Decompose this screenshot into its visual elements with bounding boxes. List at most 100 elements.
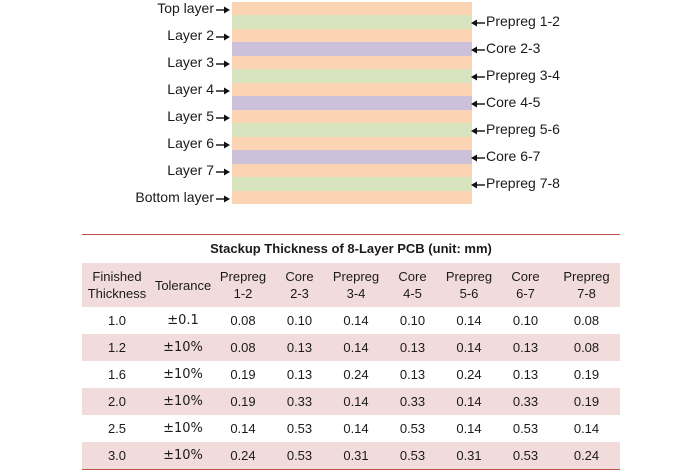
column-header-line: Prepreg	[563, 269, 610, 284]
dielectric-label: Prepreg 5-6	[486, 121, 560, 137]
arrow-left-icon	[471, 16, 485, 28]
table-cell: 0.10	[512, 313, 539, 328]
table-cell: 2.0	[107, 394, 127, 409]
arrow-right-icon	[216, 84, 230, 96]
table-cell: 0.53	[286, 448, 313, 463]
table-cell: 0.31	[456, 448, 482, 463]
table-cell: 0.19	[573, 394, 600, 409]
table-cell: 0.08	[230, 313, 256, 328]
column-header-line: 4-5	[403, 286, 422, 301]
table-cell: 0.14	[456, 340, 482, 355]
table-cell: 0.10	[399, 313, 426, 328]
column-header: Prepreg 3-4	[327, 263, 385, 307]
table-row: 1.6 ±10% 0.19 0.13 0.24 0.13 0.24 0.13 0.19	[82, 361, 620, 388]
table-cell: 0.24	[573, 448, 600, 463]
layer-label: Layer 7	[167, 161, 214, 178]
table-cell: 0.53	[399, 448, 426, 463]
column-header-line: 3-4	[346, 286, 366, 301]
table-cell: 0.13	[399, 367, 426, 382]
copper-layer-band	[232, 191, 472, 204]
stackup-diagram: Top layer Layer 2 Layer 3 Layer 4 Layer 5 Lay…	[0, 0, 700, 222]
table-top-rule	[82, 234, 620, 235]
table-cell: 0.08	[573, 313, 600, 328]
table-body: 1.0 ±0.1 0.08 0.10 0.14 0.10 0.14 0.10 0.08 1.2 ±1…	[82, 307, 620, 469]
column-header-line: Prepreg	[332, 269, 380, 284]
arrow-right-icon	[216, 57, 230, 69]
column-header-line: Core	[285, 269, 314, 284]
prepreg-band	[232, 69, 472, 83]
table-cell: 0.19	[230, 367, 256, 382]
prepreg-band	[232, 15, 472, 29]
column-header-line: Core	[511, 269, 540, 284]
stackup-thickness-table: Finished Thickness Tolerance Prepreg 1-2 Core…	[82, 263, 620, 469]
table-cell: ±10%	[163, 367, 203, 382]
table-row: 1.2 ±10% 0.08 0.13 0.14 0.13 0.14 0.13 0.08	[82, 334, 620, 361]
table-cell: 0.33	[512, 394, 539, 409]
table-row: 3.0 ±10% 0.24 0.53 0.31 0.53 0.31 0.53 0.24	[82, 442, 620, 469]
table-cell: 0.14	[343, 394, 369, 409]
layer-label: Layer 2	[167, 26, 214, 43]
column-header: Prepreg 7-8	[553, 263, 620, 307]
arrow-right-icon	[216, 165, 230, 177]
layer-label: Bottom layer	[135, 188, 214, 205]
table-cell: 0.19	[230, 394, 256, 409]
table-cell: 0.14	[343, 313, 369, 328]
table-cell: 0.13	[286, 340, 313, 355]
arrow-right-icon	[216, 111, 230, 123]
column-header-line: 1-2	[233, 286, 253, 301]
column-header-line: Prepreg	[445, 269, 493, 284]
table-cell: 0.08	[230, 340, 256, 355]
copper-layer-band	[232, 164, 472, 177]
table-cell: 0.31	[343, 448, 369, 463]
column-header-line: Prepreg	[219, 269, 267, 284]
table-cell: ±0.1	[167, 313, 199, 328]
table-title: Stackup Thickness of 8-Layer PCB (unit: …	[210, 241, 492, 256]
table-cell: 1.0	[107, 313, 127, 328]
copper-layer-band	[232, 56, 472, 69]
column-header: Core 6-7	[498, 263, 553, 307]
dielectric-label: Core 6-7	[486, 148, 541, 164]
table-cell: ±10%	[163, 394, 203, 409]
layer-label: Layer 3	[167, 53, 214, 70]
table-cell: 0.14	[456, 394, 482, 409]
table-cell: 0.33	[286, 394, 313, 409]
prepreg-band	[232, 123, 472, 137]
prepreg-band	[232, 177, 472, 191]
copper-layer-band	[232, 110, 472, 123]
dielectric-label: Core 2-3	[486, 40, 541, 56]
layer-label: Layer 6	[167, 134, 214, 151]
table-cell: 3.0	[107, 448, 127, 463]
column-header: Core 2-3	[272, 263, 327, 307]
column-header-line: 6-7	[516, 286, 535, 301]
table-cell: 0.24	[343, 367, 369, 382]
table-cell: 0.14	[456, 421, 482, 436]
layer-label: Top layer	[157, 0, 214, 16]
table-cell: 0.14	[456, 313, 482, 328]
layer-label: Layer 5	[167, 107, 214, 124]
table-cell: ±10%	[163, 448, 203, 463]
table-cell: ±10%	[163, 340, 203, 355]
arrow-left-icon	[471, 124, 485, 136]
core-band	[232, 96, 472, 110]
table-cell: 0.08	[573, 340, 600, 355]
table-cell: 0.24	[230, 448, 256, 463]
dielectric-label: Prepreg 3-4	[486, 67, 560, 83]
dielectric-label: Core 4-5	[486, 94, 541, 110]
column-header-line: Thickness	[87, 286, 147, 301]
stackup-table-container: Stackup Thickness of 8-Layer PCB (unit: …	[82, 234, 620, 470]
table-cell: 0.24	[456, 367, 482, 382]
arrow-right-icon	[216, 192, 230, 204]
table-cell: 0.33	[399, 394, 426, 409]
column-header: Finished Thickness	[82, 263, 152, 307]
arrow-right-icon	[216, 30, 230, 42]
table-row: 2.5 ±10% 0.14 0.53 0.14 0.53 0.14 0.53 0.14	[82, 415, 620, 442]
table-cell: 2.5	[107, 421, 127, 436]
column-header: Prepreg 5-6	[440, 263, 498, 307]
table-cell: 0.53	[286, 421, 313, 436]
table-cell: 0.53	[512, 421, 539, 436]
dielectric-label: Prepreg 1-2	[486, 13, 560, 29]
column-header-line: 5-6	[459, 286, 479, 301]
core-band	[232, 150, 472, 164]
table-cell: 1.6	[107, 367, 127, 382]
table-cell: 0.13	[512, 340, 539, 355]
